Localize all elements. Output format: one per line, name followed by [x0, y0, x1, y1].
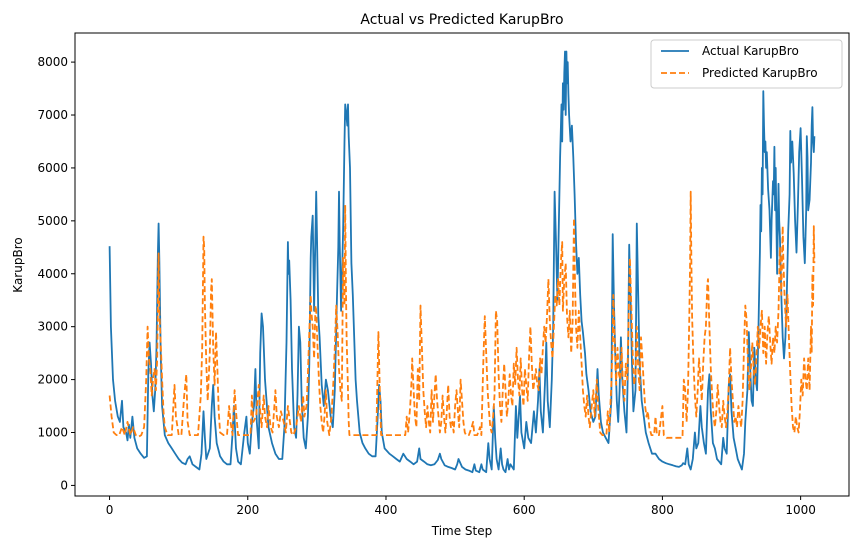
x-axis-ticks: 0 200 400 600 800 1000 [106, 496, 816, 517]
y-tick-label: 1000 [37, 426, 68, 440]
x-tick-label: 400 [375, 503, 398, 517]
legend-label-actual: Actual KarupBro [702, 44, 799, 58]
chart-title: Actual vs Predicted KarupBro [360, 12, 563, 28]
y-tick-label: 0 [60, 478, 68, 492]
plot-area-frame [74, 32, 850, 497]
x-tick-label: 600 [513, 503, 536, 517]
y-tick-label: 7000 [37, 108, 68, 122]
x-tick-label: 1000 [785, 503, 816, 517]
legend-box [650, 39, 843, 89]
y-axis-label: KarupBro [11, 237, 25, 292]
x-tick-label: 0 [106, 503, 114, 517]
y-tick-label: 6000 [37, 161, 68, 175]
y-tick-label: 5000 [37, 214, 68, 228]
y-axis-ticks: 0 1000 2000 3000 4000 5000 6000 7000 8000 [37, 55, 75, 492]
legend: Actual KarupBro Predicted KarupBro [650, 39, 843, 89]
y-tick-label: 3000 [37, 320, 68, 334]
x-tick-label: 200 [236, 503, 259, 517]
x-tick-label: 800 [651, 503, 674, 517]
legend-label-predicted: Predicted KarupBro [702, 66, 818, 80]
series-line-actual [108, 50, 816, 474]
series-lines [108, 50, 816, 474]
x-axis-label: Time Step [431, 524, 493, 538]
y-tick-label: 2000 [37, 373, 68, 387]
y-tick-label: 8000 [37, 55, 68, 69]
y-tick-label: 4000 [37, 267, 68, 281]
